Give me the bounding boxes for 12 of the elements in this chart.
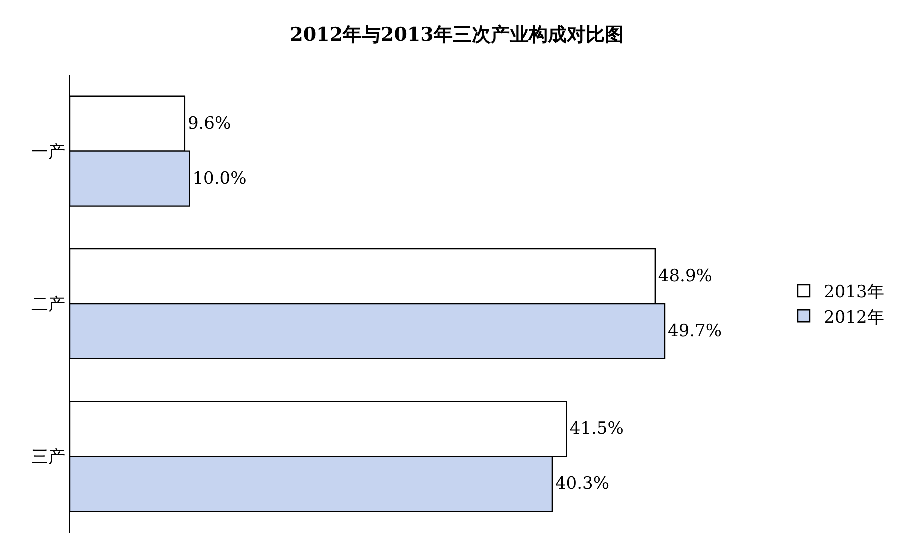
data-label: 10.0%: [192, 168, 247, 189]
data-label: 40.3%: [555, 474, 610, 494]
y-tick-label: 一产: [32, 142, 66, 162]
data-label: 41.5%: [570, 419, 624, 440]
y-tick-label: 三产: [32, 448, 66, 468]
legend-label: 2012年: [824, 308, 884, 328]
chart-title: 2012年与2013年三次产业构成对比图: [290, 24, 624, 46]
legend-label: 2013年: [824, 282, 884, 303]
data-label: 48.9%: [658, 266, 712, 287]
data-label: 49.7%: [668, 321, 722, 342]
y-tick-label: 二产: [32, 294, 66, 315]
data-label: 9.6%: [188, 114, 232, 134]
